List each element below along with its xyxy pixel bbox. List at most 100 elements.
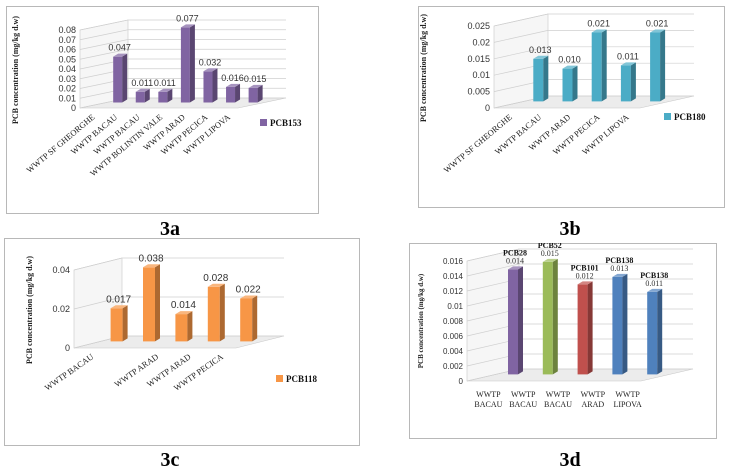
bar-front (175, 314, 188, 342)
bar-side (167, 88, 173, 103)
bar-series-label: PCB138 (640, 271, 668, 280)
bar (650, 29, 666, 102)
bar-front (207, 286, 220, 342)
y-tick-label: 0.016 (443, 257, 464, 266)
bar-front (542, 261, 553, 375)
x-tick-label-line: BACAU (544, 400, 572, 409)
bar (135, 88, 150, 103)
x-tick-label: WWTP BACAU (544, 390, 572, 409)
bar-side (235, 83, 241, 103)
bar-side (122, 305, 128, 342)
data-label: 0.011 (154, 78, 176, 88)
bar-front (591, 32, 602, 102)
bar-side (219, 283, 225, 342)
gridline (79, 78, 286, 89)
data-label: 0.014 (506, 256, 524, 265)
legend-label: PCB153 (270, 118, 302, 128)
bar (226, 83, 241, 103)
caption-3c: 3c (160, 449, 180, 471)
y-tick-label: 0.07 (58, 35, 76, 45)
bar-top (577, 281, 593, 285)
gridline (79, 58, 286, 70)
gridline (73, 257, 284, 271)
bar (110, 305, 128, 342)
x-tick-label: WWTP ARAD (581, 390, 606, 409)
y-tick-label: 0.08 (58, 25, 76, 35)
bar-front (226, 86, 236, 103)
y-tick-label: 0.04 (52, 265, 70, 275)
legend-swatch (664, 113, 671, 120)
bar (113, 53, 128, 103)
chart-panel-3d: 0 0.002 0.004 0.006 0.008 0.01 0.012 0.014 0.016… (409, 243, 717, 439)
bar (207, 283, 225, 342)
chart-3b: 0 0.005 0.01 0.015 0.02 0.025 PCB concentratio… (418, 6, 725, 208)
chart-panel-3b: 0 0.005 0.01 0.015 0.02 0.025 PCB concentratio… (418, 6, 725, 208)
bar (248, 84, 263, 103)
x-tick-label-line: WWTP (511, 390, 536, 399)
x-tick-label-line: WWTP (476, 390, 501, 399)
y-tick-label: 0.012 (443, 287, 464, 296)
bar-front (110, 308, 123, 342)
y-tick-label: 0.02 (58, 84, 76, 94)
bar-top (203, 68, 218, 72)
x-tick-label: WWTP BACAU (509, 390, 537, 409)
y-axis-label: PCB concentration (mg/kg d.w) (419, 14, 428, 122)
bar-front (533, 58, 544, 102)
gridline (79, 19, 286, 31)
bar-front (248, 87, 258, 103)
bar-side (187, 311, 193, 342)
caption-3a: 3a (160, 218, 180, 240)
data-label: 0.028 (203, 273, 228, 284)
bar-top (248, 84, 263, 88)
gridline (493, 46, 694, 60)
bar-top (508, 266, 523, 270)
data-label: 0.011 (645, 279, 663, 288)
y-axis-label: PCB concentration (mg/kg d.w) (25, 256, 34, 364)
data-label: 0.077 (176, 13, 199, 23)
bar-side (212, 68, 218, 103)
data-label: 0.011 (131, 78, 153, 88)
data-label: 0.017 (106, 294, 131, 305)
data-label: 0.015 (244, 74, 267, 84)
legend: PCB153 (260, 118, 302, 128)
legend: PCB118 (276, 374, 318, 384)
bar-front (577, 284, 588, 375)
bar-series-label: PCB52 (538, 243, 562, 250)
bar-front (203, 71, 213, 103)
bars (508, 258, 663, 375)
y-tick-label: 0 (71, 103, 76, 113)
bar-side (587, 281, 593, 375)
gridline (493, 13, 694, 27)
bar-side (657, 288, 663, 375)
y-tick-label: 0.008 (443, 317, 464, 326)
bar-side (144, 88, 150, 103)
bar-top (542, 258, 558, 262)
bar-side (122, 53, 128, 103)
y-tick-label: 0.01 (472, 70, 490, 80)
x-tick-label-line: WWTP (615, 390, 640, 399)
bar-top (207, 283, 225, 287)
bar (203, 68, 218, 103)
bar-top (143, 264, 160, 268)
bar (158, 88, 173, 103)
chart-3a: 00.010.020.030.040.050.060.070.08 PCB con… (6, 6, 319, 214)
bars (113, 24, 263, 103)
bar-top (110, 305, 128, 309)
chart-3d: 0 0.002 0.004 0.006 0.008 0.01 0.012 0.014 0.016… (409, 243, 717, 439)
y-tick-label: 0.05 (58, 54, 76, 64)
data-label: 0.014 (171, 300, 196, 311)
bar-top (113, 53, 128, 57)
y-tick-label: 0.02 (472, 37, 490, 47)
legend: PCB180 (664, 112, 706, 122)
bar-front (647, 291, 658, 375)
data-label: 0.016 (221, 73, 244, 83)
gridline (79, 39, 286, 50)
x-tick-label: WWTP LIPOVA (613, 390, 642, 409)
bar-series-label: PCB28 (503, 248, 527, 257)
bar-top (591, 29, 607, 33)
bar-top (562, 65, 578, 69)
chart-panel-3a: 0 0.01 0.02 0.03 0.04 0.05 0.06 0.07 0.08 PCB con… (6, 6, 319, 214)
bar-side (572, 65, 578, 102)
legend-swatch (260, 119, 267, 126)
x-tick-label: WWTP BACAU (474, 390, 502, 409)
